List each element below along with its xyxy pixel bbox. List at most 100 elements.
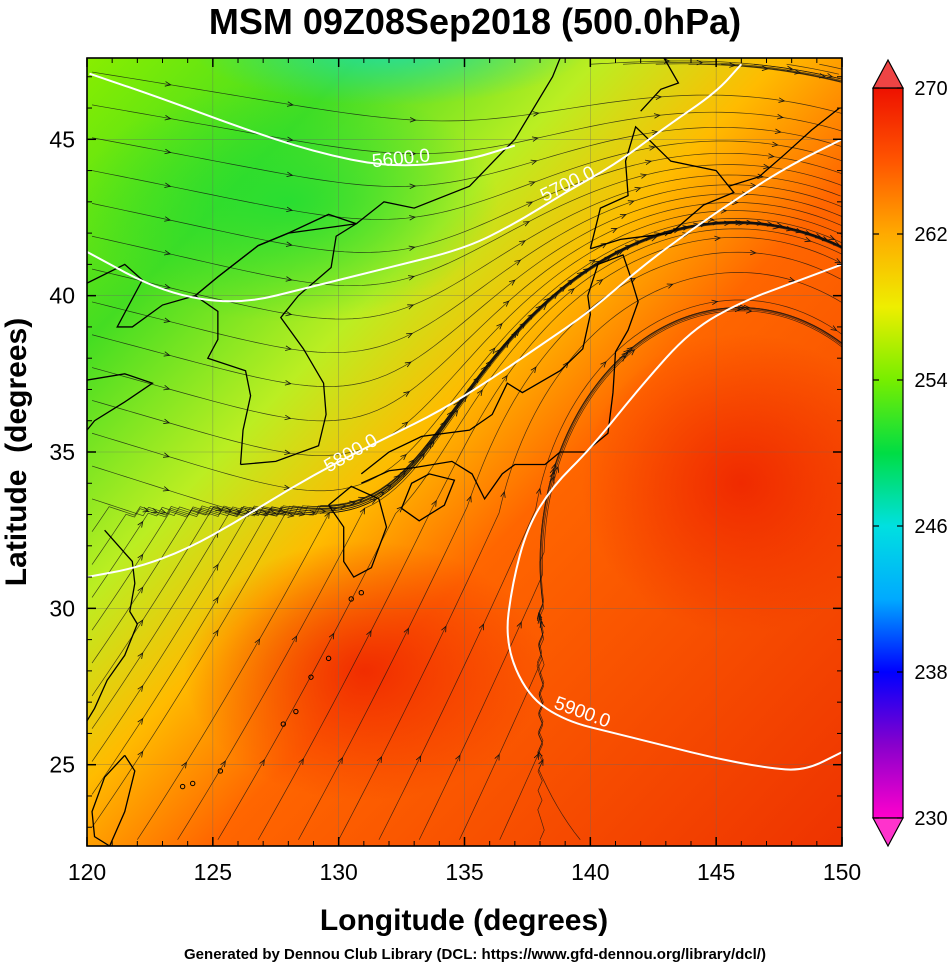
- contour-line: [506, 263, 842, 771]
- streamline-arrow: [137, 750, 144, 758]
- island-marker: [358, 590, 365, 596]
- streamline-arrow: [286, 206, 294, 213]
- streamline-arrow: [164, 81, 172, 87]
- coastline-hokkaido: [589, 125, 735, 250]
- streamline-arrow: [137, 553, 144, 561]
- y-tick-label: 30: [49, 595, 75, 621]
- streamline: [91, 222, 842, 532]
- streamline-arrow: [530, 159, 538, 165]
- streamline-arrow: [261, 510, 269, 516]
- streamline-arrow: [826, 73, 834, 79]
- streamline-arrow: [496, 322, 503, 330]
- streamline-arrow: [151, 508, 159, 514]
- streamline-arrow: [536, 612, 543, 620]
- streamline-arrow: [137, 652, 144, 659]
- streamline-arrow: [164, 148, 172, 155]
- y-axis-label: Latitude (degrees): [0, 318, 33, 586]
- streamline-arrow: [644, 159, 652, 166]
- streamline-arrow: [749, 249, 757, 256]
- streamline-arrow: [400, 453, 407, 461]
- streamline: [298, 251, 841, 840]
- streamline: [91, 174, 841, 320]
- streamline-arrow: [286, 136, 294, 142]
- island-marker: [179, 783, 186, 790]
- streamline-arrow: [500, 490, 506, 498]
- streamline-arrow: [403, 390, 411, 397]
- streamline: [217, 228, 842, 840]
- streamline-arrow: [650, 236, 658, 242]
- streamline-arrow: [409, 183, 417, 189]
- warm-region-east: [581, 333, 842, 634]
- streamline-arrow: [291, 635, 298, 643]
- colorbar-min-triangle: [871, 817, 905, 848]
- streamline-arrow: [834, 258, 842, 264]
- streamline-arrow: [163, 317, 171, 323]
- streamline-arrow: [619, 213, 627, 219]
- streamline-arrow: [627, 200, 635, 206]
- streamline-arrow: [626, 346, 634, 353]
- streamline-arrow: [408, 245, 416, 251]
- streamline-arrow: [828, 234, 836, 240]
- streamline-arrow: [406, 333, 414, 339]
- contour-line: [87, 138, 842, 579]
- streamline-arrow: [523, 221, 530, 227]
- colorbar: [872, 87, 904, 819]
- streamline: [378, 299, 842, 840]
- streamline-arrow: [163, 418, 171, 424]
- streamline-arrow: [285, 345, 293, 351]
- streamline-arrow: [553, 465, 560, 473]
- streamline-arrow: [376, 755, 383, 763]
- streamline-arrow: [137, 586, 144, 594]
- coastline-china: [87, 58, 561, 328]
- streamline-arrow: [466, 495, 472, 503]
- streamline-arrow: [181, 761, 187, 769]
- streamline-arrow: [794, 69, 802, 75]
- streamline-arrow: [729, 62, 737, 68]
- colorbar-tick-label: 230: [914, 808, 947, 830]
- island-marker: [293, 708, 299, 715]
- streamline: [91, 127, 842, 187]
- streamline-arrow: [568, 288, 575, 295]
- streamline-arrow: [478, 623, 485, 631]
- streamline-arrow: [163, 385, 171, 391]
- streamline-arrow: [617, 249, 625, 255]
- streamline-arrow: [476, 389, 483, 397]
- streamline: [721, 63, 842, 82]
- coastline-kyushu: [328, 485, 388, 578]
- streamline-arrow: [536, 487, 542, 495]
- coastline-sakhalin: [640, 58, 680, 112]
- streamline-arrow: [480, 365, 487, 373]
- streamline-arrow: [403, 627, 409, 635]
- streamline-arrow: [164, 115, 172, 121]
- streamline-arrow: [212, 596, 219, 604]
- streamline-arrow: [651, 129, 659, 136]
- streamline-arrow: [284, 380, 292, 386]
- coldest-region: [193, 58, 585, 106]
- x-tick-label: 120: [68, 859, 106, 885]
- streamline-arrow: [772, 224, 780, 230]
- streamline-arrow: [409, 150, 417, 157]
- streamline-arrow: [788, 276, 796, 283]
- y-tick-label: 35: [49, 439, 75, 465]
- island-marker: [308, 674, 314, 680]
- cold-region: [87, 81, 499, 322]
- coastline-honshu: [360, 254, 639, 501]
- x-tick-label: 130: [319, 859, 357, 885]
- y-tick-label: 25: [49, 752, 75, 778]
- island-marker: [190, 780, 196, 787]
- streamline-arrow: [162, 486, 170, 492]
- streamline-arrow: [711, 299, 719, 306]
- streamline-arrow: [286, 171, 294, 178]
- streamline-arrow: [539, 620, 545, 628]
- streamline-arrow: [714, 235, 722, 242]
- streamline-arrow: [452, 409, 459, 417]
- streamline-arrow: [634, 186, 642, 193]
- streamline: [655, 63, 840, 82]
- streamline-arrow: [259, 759, 265, 766]
- streamline: [338, 272, 842, 840]
- streamline-arrow: [164, 216, 172, 222]
- streamline-arrow: [415, 755, 422, 763]
- streamline-arrow: [600, 360, 607, 368]
